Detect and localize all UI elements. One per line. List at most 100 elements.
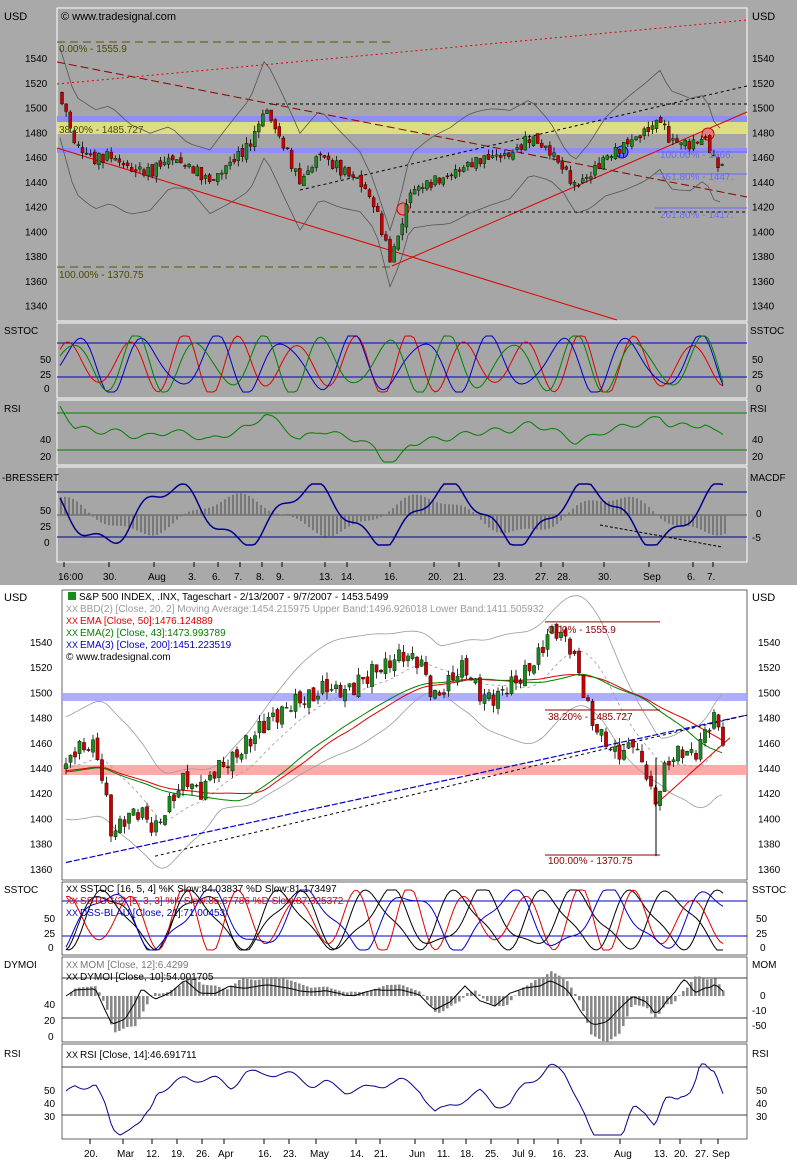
bottom-sstoc-tick-50: 50 — [44, 914, 56, 925]
top-macd-histogram-bar — [140, 515, 142, 533]
top-macd-histogram-bar — [196, 509, 198, 515]
bottom-mom-bar — [266, 977, 269, 996]
bottom-mom-bar — [322, 986, 325, 996]
bottom-mom-bar — [674, 996, 677, 1002]
top-candle-body — [371, 197, 376, 208]
top-candle-body — [277, 126, 281, 137]
top-macd-histogram-bar — [64, 496, 66, 515]
top-x-tick-label: 27. — [535, 572, 549, 583]
bottom-candle-body — [320, 680, 325, 694]
top-candle-body — [708, 135, 712, 153]
top-macd-histogram-bar — [240, 493, 242, 515]
top-macd-histogram-bar — [432, 500, 434, 515]
top-macd-signal-line — [599, 524, 724, 548]
bottom-candle-body — [613, 746, 617, 752]
top-candle-body — [113, 158, 118, 161]
bottom-sstoc-label-left: SSTOC — [4, 885, 38, 896]
bottom-fib-0-label: 0.00% - 1555.9 — [548, 625, 616, 636]
top-macd-histogram-bar — [676, 515, 678, 526]
top-macd-histogram-bar — [340, 515, 342, 532]
top-y-tick-right: 1440 — [752, 178, 775, 189]
bottom-fib-100-label: 100.00% - 1370.75 — [548, 856, 633, 867]
bottom-mom-bar — [70, 992, 73, 996]
top-candle-body — [593, 165, 597, 176]
bottom-x-tick-label: Apr — [218, 1149, 234, 1160]
top-candle-body — [691, 139, 696, 150]
top-candle-body — [216, 173, 220, 182]
bottom-x-tick-label: 26. — [196, 1149, 210, 1160]
bottom-mom-bar — [78, 987, 81, 996]
top-candle-body — [453, 169, 458, 178]
bottom-mom-bar — [154, 992, 157, 996]
top-macd-histogram-bar — [300, 515, 302, 522]
bottom-candle-body — [199, 781, 203, 800]
bottom-candle-body — [662, 762, 667, 792]
top-candle-body — [318, 153, 322, 156]
top-signal-marker-mid — [615, 145, 629, 159]
top-dotted-channel-upper — [299, 85, 748, 191]
bottom-mom-bar — [546, 974, 549, 996]
top-y-tick-right: 1420 — [752, 203, 775, 214]
top-macd-histogram-bar — [716, 515, 718, 536]
top-candle-body — [117, 158, 122, 163]
bottom-mom-bar — [274, 977, 277, 996]
top-currency-right: USD — [752, 11, 775, 23]
bottom-mom-bar — [114, 996, 117, 1033]
top-macd-histogram-bar — [248, 495, 250, 515]
top-macd-histogram-bar — [620, 498, 622, 515]
top-y-tick-left: 1520 — [25, 79, 48, 90]
bottom-mom-bar — [614, 996, 617, 1037]
bottom-mom-bar — [498, 996, 501, 1007]
bottom-rsi-label-right: RSI — [752, 1049, 769, 1060]
bottom-candle-body — [635, 748, 640, 751]
top-x-tick-label: 16:00 — [58, 572, 83, 583]
bottom-mom-bar — [682, 991, 685, 996]
bottom-mom-bar — [374, 988, 377, 996]
bottom-candle-body — [136, 812, 140, 820]
bottom-fib-382-label: 38.20% - 1485.727 — [548, 712, 633, 723]
top-sstoc-tick-50: 50 — [40, 355, 52, 366]
top-y-tick-right: 1500 — [752, 104, 775, 115]
top-macd-histogram-bar — [304, 515, 306, 524]
top-candle-body — [314, 156, 318, 168]
top-uptrend-dotted-line — [56, 19, 748, 85]
bottom-x-tick-label: 14. — [350, 1149, 364, 1160]
top-candle-body — [445, 175, 450, 178]
top-sstoc-tick-25-r: 25 — [752, 370, 764, 381]
top-macd-histogram-bar — [116, 515, 118, 526]
bottom-y-tick-right: 1400 — [758, 814, 781, 825]
bottom-candle-body — [608, 748, 613, 751]
top-candle-body — [388, 239, 392, 263]
top-macd-histogram-bar — [492, 515, 494, 531]
top-macd-histogram-bar — [536, 515, 538, 530]
top-macd-histogram-bar — [592, 500, 594, 515]
bottom-mom-bar — [534, 980, 537, 996]
bottom-sstoc-legend-marker: XX — [66, 908, 78, 918]
top-macd-histogram-bar — [92, 515, 94, 517]
bottom-rsi-frame — [61, 1043, 748, 1140]
top-macd-histogram-bar — [160, 515, 162, 534]
bottom-mom-bar — [234, 983, 237, 996]
bottom-mom-bar — [182, 982, 185, 996]
top-sstoc-tick-25: 25 — [40, 370, 52, 381]
bottom-candle-body — [694, 752, 698, 760]
top-candle-body — [363, 184, 368, 189]
bottom-candle-body — [113, 830, 118, 837]
top-x-tick-label: 21. — [453, 572, 467, 583]
top-candle-body — [195, 166, 200, 176]
top-candle-body — [560, 160, 564, 170]
top-macd-histogram-bar — [172, 515, 174, 524]
top-macd-histogram-bar — [60, 497, 62, 515]
top-macd-histogram-bar — [672, 515, 674, 525]
bottom-dymoi-tick-40: 40 — [44, 1000, 56, 1011]
top-macd-histogram-bar — [468, 509, 470, 515]
top-lower-trend-line — [56, 147, 618, 321]
top-y-tick-left: 1540 — [25, 54, 48, 65]
bottom-y-tick-left: 1480 — [30, 714, 53, 725]
top-candle-body — [605, 155, 609, 160]
bottom-sstoc-legend-entry: SSTOC [16, 5, 4] %K Slow:84.03837 %D Slo… — [80, 884, 337, 895]
top-candle-body — [359, 174, 363, 188]
top-macd-histogram-bar — [260, 504, 262, 515]
top-fib-100r-label: 100.00% - 1466. — [660, 150, 733, 161]
bottom-candle-body — [361, 676, 365, 680]
